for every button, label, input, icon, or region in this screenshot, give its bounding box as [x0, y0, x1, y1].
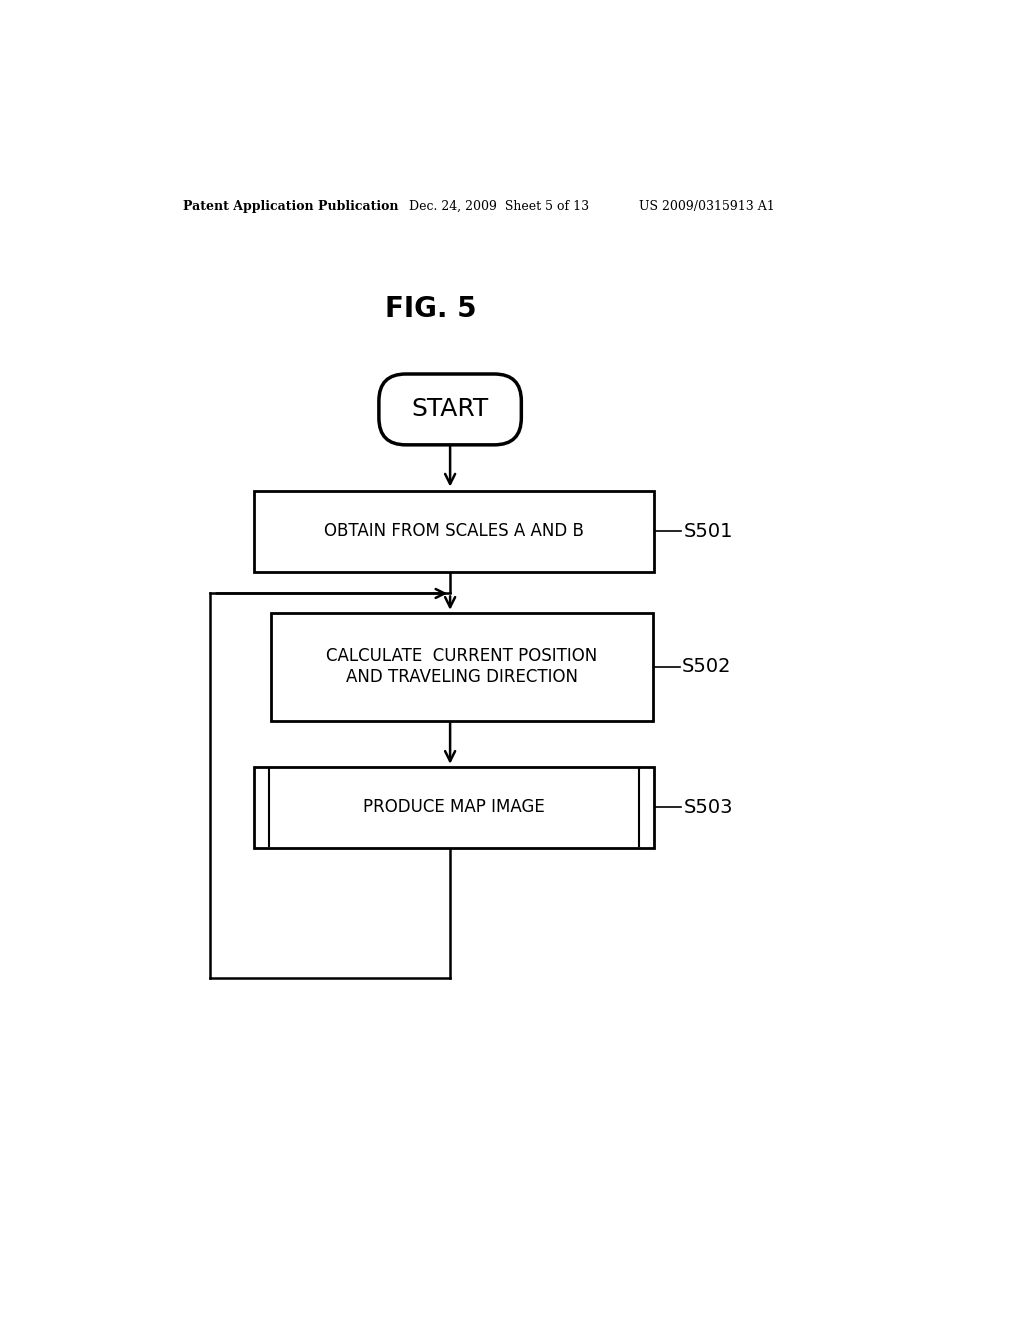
- FancyBboxPatch shape: [379, 374, 521, 445]
- Text: S503: S503: [683, 797, 733, 817]
- Text: CALCULATE  CURRENT POSITION
AND TRAVELING DIRECTION: CALCULATE CURRENT POSITION AND TRAVELING…: [327, 647, 598, 686]
- Text: START: START: [412, 397, 488, 421]
- Text: OBTAIN FROM SCALES A AND B: OBTAIN FROM SCALES A AND B: [324, 523, 584, 540]
- Text: FIG. 5: FIG. 5: [385, 294, 477, 322]
- Text: US 2009/0315913 A1: US 2009/0315913 A1: [639, 199, 774, 213]
- Bar: [254, 767, 654, 847]
- Text: S502: S502: [682, 657, 731, 676]
- Bar: [254, 491, 654, 572]
- Text: Dec. 24, 2009  Sheet 5 of 13: Dec. 24, 2009 Sheet 5 of 13: [410, 199, 590, 213]
- Bar: [271, 612, 652, 721]
- Text: PRODUCE MAP IMAGE: PRODUCE MAP IMAGE: [364, 799, 545, 816]
- Text: S501: S501: [683, 521, 733, 541]
- Text: Patent Application Publication: Patent Application Publication: [183, 199, 398, 213]
